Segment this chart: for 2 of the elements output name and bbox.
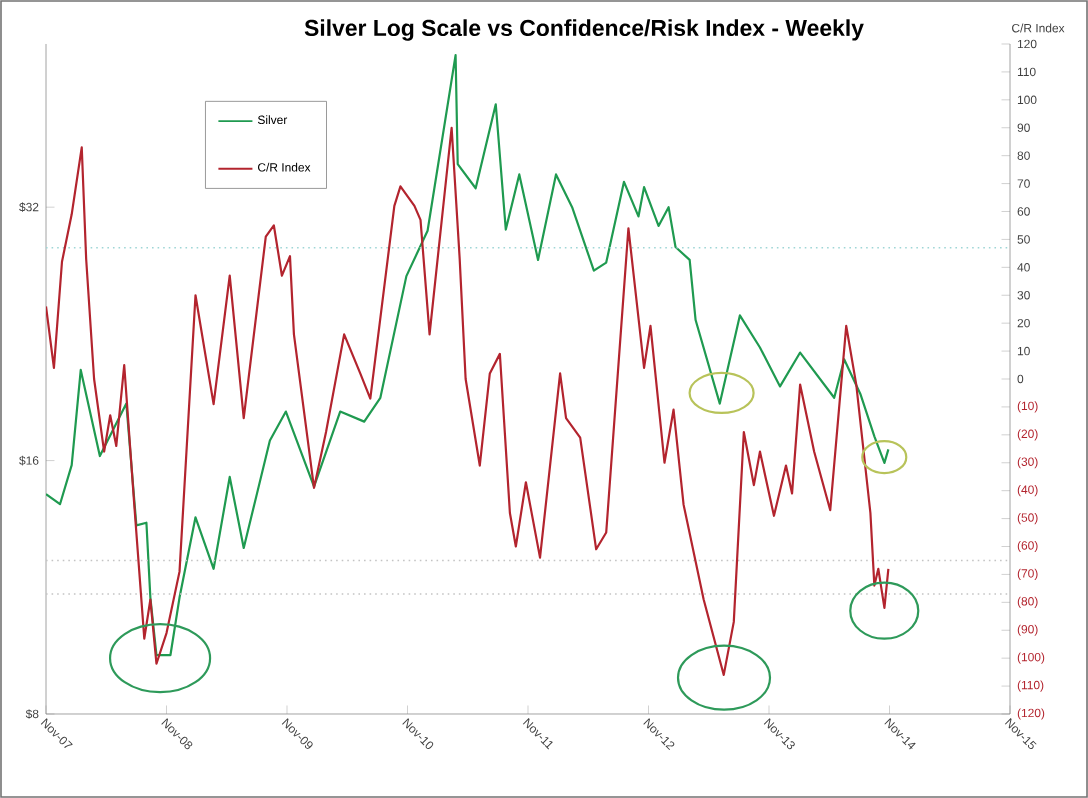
line-series (46, 54, 890, 657)
chart-title: Silver Log Scale vs Confidence/Risk Index - Weekly (304, 19, 864, 41)
